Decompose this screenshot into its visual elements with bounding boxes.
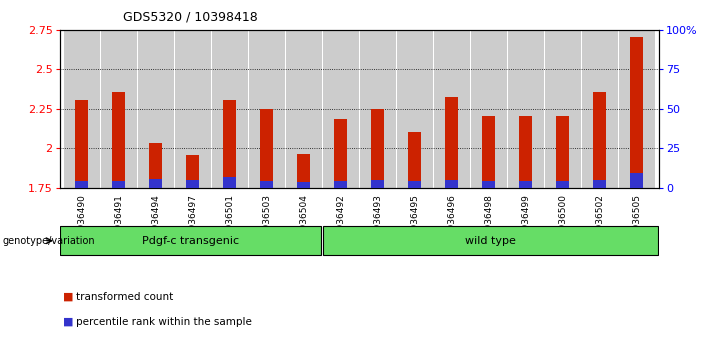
Bar xyxy=(593,92,606,188)
Bar xyxy=(482,116,495,188)
Bar xyxy=(630,37,644,188)
Bar xyxy=(101,30,137,188)
Bar xyxy=(397,30,433,188)
Bar xyxy=(112,92,125,188)
Bar xyxy=(149,179,162,188)
Bar xyxy=(260,109,273,188)
Bar xyxy=(75,181,88,188)
Bar xyxy=(445,180,458,188)
Bar xyxy=(445,97,458,188)
FancyBboxPatch shape xyxy=(322,226,658,255)
Text: percentile rank within the sample: percentile rank within the sample xyxy=(76,317,252,327)
Bar xyxy=(372,109,384,188)
Bar xyxy=(372,180,384,188)
Bar xyxy=(75,100,88,188)
Bar xyxy=(630,173,644,188)
Bar xyxy=(619,30,655,188)
Bar xyxy=(508,30,543,188)
Bar xyxy=(149,143,162,188)
Bar xyxy=(334,119,347,188)
FancyBboxPatch shape xyxy=(60,226,321,255)
Bar xyxy=(224,100,236,188)
Bar xyxy=(360,30,395,188)
Text: wild type: wild type xyxy=(465,236,516,246)
Bar xyxy=(286,30,322,188)
Text: transformed count: transformed count xyxy=(76,292,173,302)
Bar xyxy=(297,182,311,188)
Bar xyxy=(186,180,199,188)
Bar xyxy=(471,30,507,188)
Bar xyxy=(334,181,347,188)
Text: genotype/variation: genotype/variation xyxy=(2,236,95,246)
Bar xyxy=(557,116,569,188)
Bar xyxy=(519,181,532,188)
Bar xyxy=(175,30,210,188)
Text: Pdgf-c transgenic: Pdgf-c transgenic xyxy=(142,236,239,246)
Bar xyxy=(557,181,569,188)
Text: GDS5320 / 10398418: GDS5320 / 10398418 xyxy=(123,11,257,24)
Bar xyxy=(186,155,199,188)
Bar xyxy=(249,30,285,188)
Bar xyxy=(593,180,606,188)
Bar xyxy=(408,132,421,188)
Bar xyxy=(408,181,421,188)
Bar xyxy=(212,30,247,188)
Bar xyxy=(112,181,125,188)
Bar xyxy=(545,30,580,188)
Bar xyxy=(260,181,273,188)
Bar xyxy=(64,30,100,188)
Bar xyxy=(323,30,358,188)
Bar xyxy=(224,177,236,188)
Text: ■: ■ xyxy=(63,317,74,327)
Bar xyxy=(582,30,618,188)
Bar xyxy=(138,30,174,188)
Text: ■: ■ xyxy=(63,292,74,302)
Bar xyxy=(297,154,311,188)
Bar xyxy=(434,30,470,188)
Bar xyxy=(519,116,532,188)
Bar xyxy=(482,181,495,188)
